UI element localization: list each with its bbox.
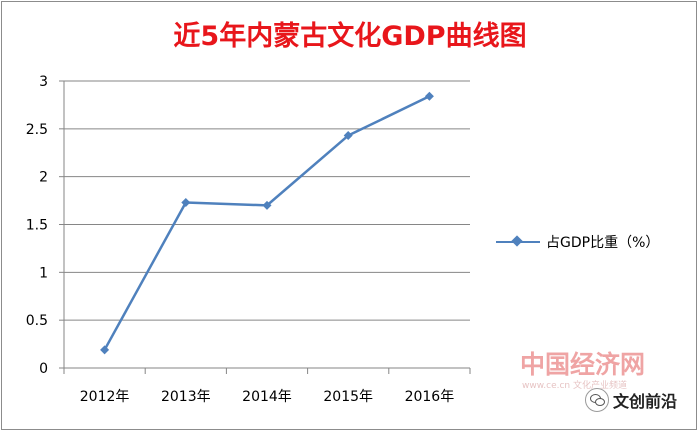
- y-tick-labels: 0 0.5 1 1.5 2 2.5 3: [26, 74, 48, 377]
- data-point: [343, 131, 353, 141]
- series-points: [100, 91, 434, 355]
- x-tick-labels: 2012年 2013年 2014年 2015年 2016年: [80, 389, 454, 405]
- wechat-icon: [585, 388, 609, 412]
- legend-label: 占GDP比重（%）: [546, 235, 660, 251]
- data-point: [181, 197, 191, 207]
- data-point: [262, 200, 272, 210]
- x-tick-label: 2013年: [161, 389, 211, 405]
- y-tick-label: 0: [39, 361, 48, 377]
- badge-text: 文创前沿: [613, 392, 678, 411]
- grid-lines: [64, 80, 470, 369]
- y-tick-label: 2.5: [26, 122, 48, 138]
- watermark-subtext: www.ce.cn 文化产业频道: [522, 381, 627, 391]
- y-tick-label: 3: [39, 74, 48, 90]
- x-tick-label: 2014年: [242, 389, 292, 405]
- axes: [59, 80, 471, 374]
- x-tick-label: 2012年: [80, 389, 130, 405]
- y-tick-label: 2: [39, 170, 48, 186]
- data-point: [100, 345, 110, 355]
- y-tick-label: 1.5: [26, 218, 48, 234]
- legend-swatch: [496, 234, 540, 250]
- series-line: [103, 95, 430, 351]
- x-tick-label: 2016年: [405, 389, 455, 405]
- series-lines: [103, 95, 430, 351]
- chart-title: 近5年内蒙古文化GDP曲线图: [173, 21, 527, 52]
- x-tick-label: 2015年: [323, 389, 373, 405]
- watermark-logo: 中国经济网: [520, 350, 646, 379]
- wechat-badge: 文创前沿: [585, 388, 677, 412]
- y-tick-label: 0.5: [26, 313, 48, 329]
- data-point: [424, 91, 434, 101]
- y-tick-label: 1: [39, 265, 48, 281]
- diamond-marker-icon: [511, 235, 523, 247]
- legend: 占GDP比重（%）: [496, 232, 659, 252]
